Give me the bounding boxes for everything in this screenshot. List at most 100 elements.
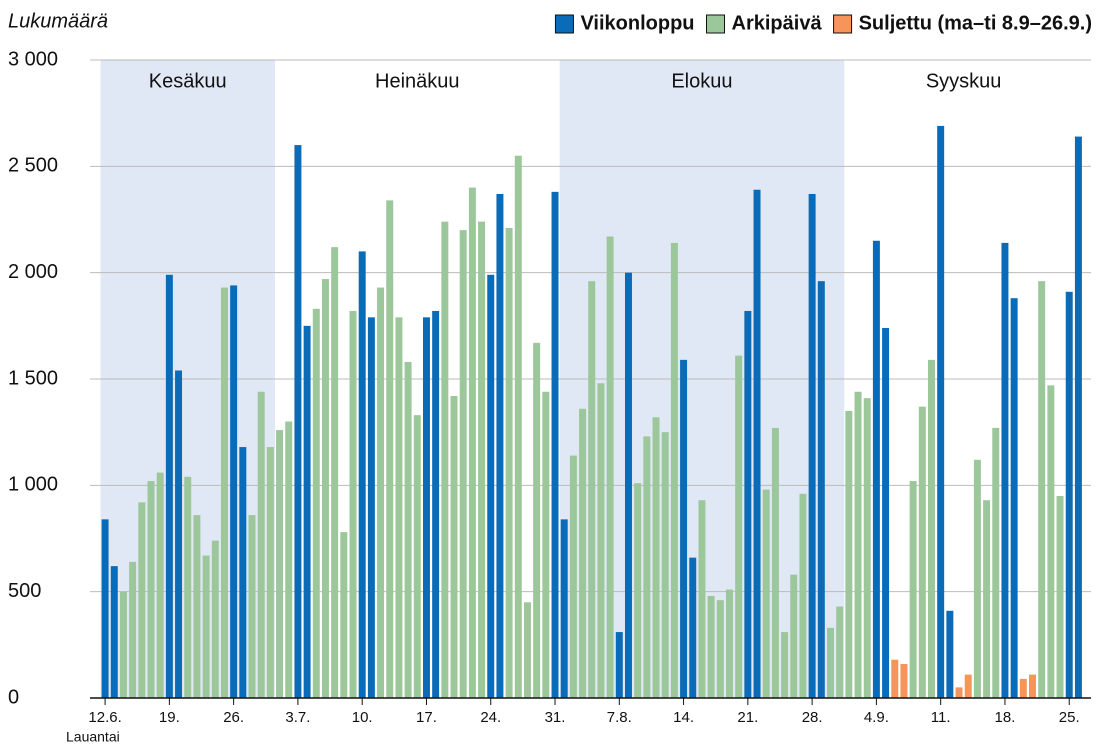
bar xyxy=(459,230,467,698)
bar xyxy=(808,193,816,699)
bar xyxy=(450,396,458,698)
bar xyxy=(606,236,614,698)
x-tick-label: 14. xyxy=(673,709,694,726)
bar xyxy=(918,406,926,698)
bar xyxy=(551,191,559,698)
bar xyxy=(386,200,394,699)
bar xyxy=(836,606,844,698)
bar xyxy=(1065,291,1073,698)
bar xyxy=(1074,136,1082,698)
y-tick-label: 0 xyxy=(8,686,19,708)
bar xyxy=(973,459,981,698)
bar xyxy=(147,481,155,698)
bar xyxy=(790,574,798,698)
bar xyxy=(597,383,605,698)
bar xyxy=(579,408,587,698)
bar xyxy=(533,342,541,698)
bar xyxy=(413,415,421,698)
x-tick-label: 17. xyxy=(416,709,437,726)
bar xyxy=(946,610,954,698)
x-axis-label: Lauantai xyxy=(66,729,120,745)
bar xyxy=(230,285,238,698)
bar xyxy=(771,427,779,698)
bar xyxy=(872,240,880,698)
bar xyxy=(891,659,899,698)
bar xyxy=(119,591,127,698)
bar xyxy=(753,189,761,698)
x-tick-label: 21. xyxy=(737,709,758,726)
bar xyxy=(340,532,348,698)
bar xyxy=(882,327,890,698)
x-tick-label: 19. xyxy=(159,709,180,726)
bar xyxy=(487,274,495,698)
x-tick-label: 7.8. xyxy=(607,709,632,726)
bar xyxy=(928,359,935,698)
month-label: Kesäkuu xyxy=(149,70,227,92)
x-tick-label: 28. xyxy=(802,709,823,726)
bar xyxy=(193,515,201,698)
month-label: Syyskuu xyxy=(926,70,1002,92)
bar xyxy=(468,187,476,698)
bar xyxy=(909,481,917,698)
bar xyxy=(707,595,715,698)
bar xyxy=(983,500,991,698)
bar xyxy=(367,317,375,698)
x-tick-label: 26. xyxy=(223,709,244,726)
bar xyxy=(505,228,513,699)
bar xyxy=(432,310,440,698)
x-tick-label: 25. xyxy=(1059,709,1080,726)
bar xyxy=(110,566,118,698)
bar xyxy=(845,410,853,698)
bar xyxy=(441,221,449,699)
bar xyxy=(670,242,678,699)
bar xyxy=(496,193,504,699)
bar xyxy=(680,359,688,698)
bar xyxy=(101,519,109,698)
bar xyxy=(349,310,357,698)
bar xyxy=(312,308,320,698)
bar xyxy=(165,274,173,698)
bar xyxy=(863,398,871,698)
bar xyxy=(478,221,486,699)
bar xyxy=(514,155,522,698)
bar xyxy=(303,325,311,698)
bar xyxy=(1019,678,1027,698)
x-tick-label: 18. xyxy=(995,709,1016,726)
x-tick-label: 3.7. xyxy=(285,709,310,726)
bar xyxy=(422,317,430,698)
bar xyxy=(955,687,963,698)
bar xyxy=(735,355,743,698)
legend-swatch xyxy=(554,14,574,34)
bar xyxy=(661,432,669,698)
bar xyxy=(248,515,256,698)
bar xyxy=(624,272,632,698)
bar xyxy=(992,427,1000,698)
bar xyxy=(762,489,770,698)
bar xyxy=(239,447,247,698)
bar xyxy=(781,632,789,698)
y-tick-label: 3 000 xyxy=(8,48,58,70)
legend-label: Arkipäivä xyxy=(732,12,823,34)
y-axis-label: Lukumäärä xyxy=(8,10,108,32)
x-tick-label: 24. xyxy=(480,709,501,726)
bar xyxy=(1001,242,1009,699)
bar xyxy=(1056,495,1064,698)
bar xyxy=(138,502,146,698)
bar xyxy=(900,663,908,698)
legend-swatch xyxy=(706,14,726,34)
bar xyxy=(175,370,183,698)
x-tick-label: 12.6. xyxy=(88,709,121,726)
y-tick-label: 2 500 xyxy=(8,155,58,177)
x-tick-label: 11. xyxy=(931,709,951,726)
bar xyxy=(523,602,531,698)
bar xyxy=(560,519,568,698)
x-tick-label: 31. xyxy=(545,709,566,726)
bar xyxy=(294,145,302,699)
bar xyxy=(588,281,596,698)
bar xyxy=(1029,674,1036,698)
bar xyxy=(211,540,219,698)
bar xyxy=(395,317,403,698)
bar xyxy=(569,455,577,698)
y-tick-label: 500 xyxy=(8,580,41,602)
bar xyxy=(964,674,972,698)
